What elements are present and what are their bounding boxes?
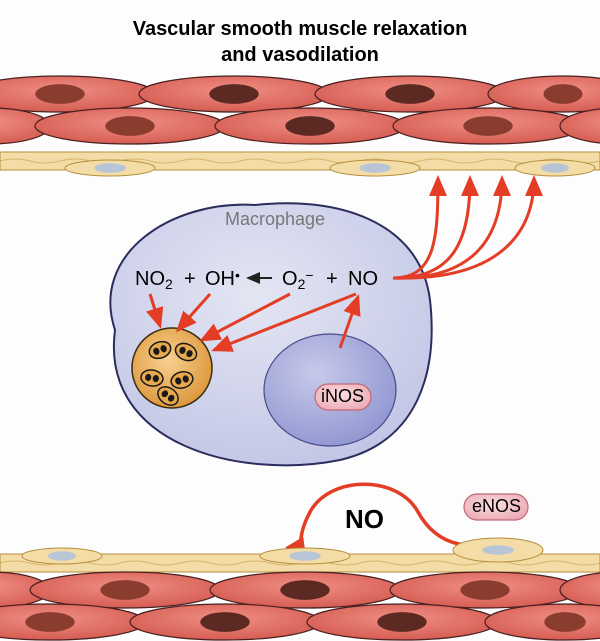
- no-label: NO: [348, 268, 378, 290]
- plus-label: +: [184, 268, 196, 290]
- enos-label: eNOS: [472, 496, 521, 516]
- muscle-cell-nucleus: [460, 580, 509, 600]
- macrophage-cell: [110, 203, 431, 465]
- muscle-cell-nucleus: [385, 84, 434, 104]
- plus-label: +: [326, 268, 338, 290]
- muscle-cell-nucleus: [35, 84, 84, 104]
- muscle-cell-nucleus: [463, 116, 512, 136]
- inos-label: iNOS: [321, 386, 364, 406]
- muscle-cell-nucleus: [200, 612, 249, 632]
- diagram-canvas: MacrophageNO2+OH•O2−+NOiNOSeNOSNO: [0, 0, 600, 641]
- bottom-smooth-muscle-layer: [0, 538, 600, 640]
- top-smooth-muscle-layer: [0, 76, 600, 176]
- muscle-cell-nucleus: [544, 84, 583, 104]
- macrophage-label: Macrophage: [225, 209, 325, 229]
- muscle-cell-nucleus: [100, 580, 149, 600]
- smooth-muscle-cell: [560, 108, 600, 144]
- oh-radical-label: OH•: [205, 267, 240, 290]
- muscle-cell-nucleus: [209, 84, 258, 104]
- muscle-cell-nucleus: [25, 612, 74, 632]
- smooth-muscle-cell: [560, 572, 600, 608]
- muscle-cell-nucleus: [544, 612, 586, 632]
- muscle-cell-nucleus: [280, 580, 329, 600]
- muscle-cell-nucleus: [285, 116, 334, 136]
- muscle-cell-nucleus: [105, 116, 154, 136]
- muscle-cell-nucleus: [377, 612, 426, 632]
- no-large-label: NO: [345, 504, 384, 534]
